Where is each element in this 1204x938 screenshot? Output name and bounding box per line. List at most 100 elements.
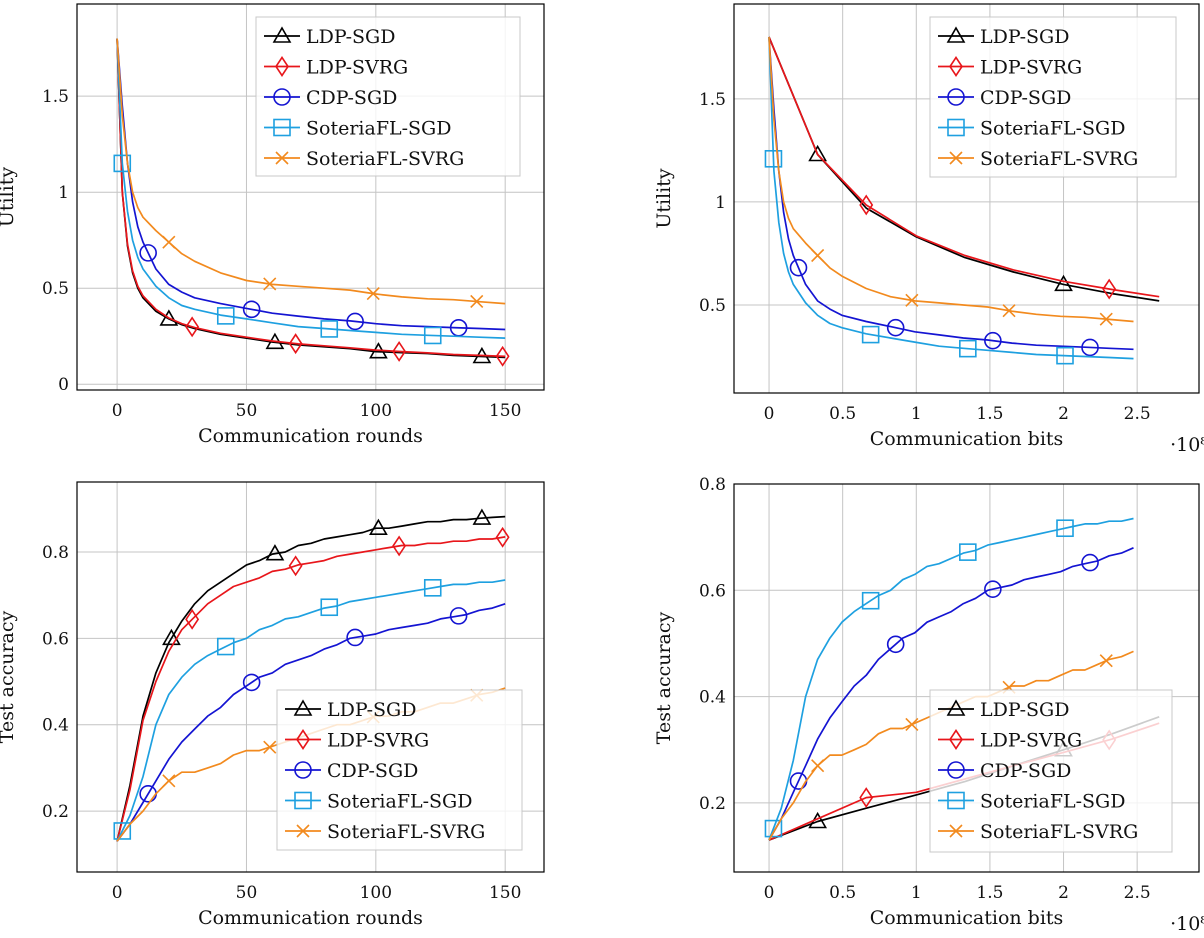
- y-tick-label: 0.5: [42, 279, 69, 299]
- x-tick-label: 100: [360, 883, 392, 903]
- axes-frame: [733, 3, 1200, 394]
- series-line-ldp-svrg: [768, 36, 1160, 298]
- legend-label: SoteriaFL-SVRG: [327, 821, 485, 843]
- series-line-cdp-sgd: [116, 602, 506, 842]
- legend-label: SoteriaFL-SGD: [980, 791, 1125, 813]
- legend-marker-square: [273, 118, 291, 137]
- y-axis-label: Utility: [0, 167, 18, 228]
- legend-marker-diamond: [949, 729, 963, 750]
- legend-marker-circle: [947, 88, 965, 106]
- y-tick-label: 0.8: [42, 543, 69, 563]
- x-scale-label: ·10⁸: [1170, 434, 1204, 456]
- legend-label: CDP-SGD: [306, 87, 397, 109]
- data-marker-circle: [984, 331, 1002, 350]
- legend-label: LDP-SVRG: [327, 730, 429, 752]
- legend-entry: SoteriaFL-SVRG: [264, 148, 464, 170]
- legend-entry: LDP-SVRG: [264, 56, 408, 79]
- series-line-soteriafl-svrg: [116, 38, 506, 305]
- x-tick-label: 0.5: [829, 883, 856, 903]
- data-marker-square: [1056, 346, 1074, 365]
- legend-label: LDP-SVRG: [980, 730, 1082, 752]
- data-marker-cross: [263, 277, 277, 291]
- legend-label: LDP-SGD: [980, 699, 1069, 721]
- data-marker-diamond: [392, 535, 407, 557]
- legend-entry: CDP-SGD: [285, 760, 418, 782]
- legend-entry: CDP-SGD: [264, 87, 397, 109]
- data-marker-cross: [366, 287, 380, 301]
- legend-label: LDP-SGD: [980, 26, 1069, 48]
- data-marker-cross: [905, 717, 919, 732]
- legend-label: CDP-SGD: [327, 760, 418, 782]
- data-marker-diamond: [495, 345, 510, 367]
- legend-entry: LDP-SVRG: [938, 729, 1082, 752]
- data-marker-circle: [346, 628, 364, 647]
- y-tick-label: 1: [58, 183, 69, 203]
- x-tick-label: 0: [112, 401, 123, 421]
- legend-label: CDP-SGD: [980, 87, 1071, 109]
- data-marker-square: [861, 591, 880, 610]
- series-line-ldp-svrg: [116, 38, 506, 358]
- legend: LDP-SGD LDP-SVRG CDP-SGD SoteriaFL-SGD Soter…: [929, 689, 1173, 853]
- data-marker-cross: [1002, 304, 1016, 318]
- data-marker-square: [861, 325, 880, 344]
- legend-marker-triangle: [272, 26, 292, 43]
- data-marker-triangle: [159, 309, 179, 326]
- x-tick-label: 150: [489, 883, 521, 903]
- legend-label: LDP-SVRG: [980, 57, 1082, 79]
- data-marker-cross: [905, 293, 919, 307]
- x-tick-label: 2.5: [1124, 404, 1151, 424]
- x-axis-label: Communication rounds: [198, 907, 423, 929]
- data-marker-diamond: [288, 555, 303, 577]
- x-tick-label: 0: [764, 404, 775, 424]
- data-marker-square: [113, 822, 132, 840]
- series-line-ldp-sgd: [116, 515, 506, 842]
- legend-marker-square: [947, 791, 965, 810]
- legend-marker-square: [294, 791, 312, 810]
- legend-marker-circle: [294, 761, 312, 779]
- x-tick-label: 150: [489, 401, 521, 421]
- data-marker-square: [959, 339, 977, 358]
- y-tick-label: 0: [58, 375, 69, 395]
- data-marker-cross: [162, 235, 176, 249]
- axes-frame: [76, 481, 545, 873]
- chart-3: 0 50 100 150 0.2 0.4 0.6 0.8 Communication round…: [0, 481, 545, 929]
- data-marker-square: [320, 598, 339, 617]
- data-marker-diamond: [288, 333, 303, 355]
- data-marker-circle: [886, 635, 905, 654]
- legend-marker-square: [947, 118, 965, 137]
- legend-entry: CDP-SGD: [938, 87, 1071, 109]
- legend-entry: SoteriaFL-SGD: [938, 791, 1125, 813]
- data-marker-circle: [1081, 553, 1099, 572]
- legend-label: CDP-SGD: [980, 760, 1071, 782]
- data-marker-square: [1056, 519, 1074, 538]
- x-tick-label: 2.5: [1124, 883, 1151, 903]
- legend-label: SoteriaFL-SVRG: [306, 148, 464, 170]
- legend-label: SoteriaFL-SGD: [327, 791, 472, 813]
- x-tick-label: 50: [236, 883, 258, 903]
- series-line-cdp-sgd: [768, 36, 1134, 351]
- series-line-ldp-svrg: [116, 536, 506, 842]
- legend-entry: SoteriaFL-SVRG: [938, 821, 1138, 843]
- y-tick-label: 0.8: [699, 475, 726, 495]
- legend-entry: CDP-SGD: [938, 760, 1071, 782]
- data-marker-triangle: [808, 144, 828, 162]
- data-marker-circle: [139, 244, 157, 262]
- data-marker-circle: [346, 312, 364, 331]
- series-line-cdp-sgd: [116, 38, 506, 331]
- data-marker-cross: [1099, 312, 1113, 326]
- data-marker-square: [423, 326, 442, 345]
- x-tick-label: 100: [360, 401, 392, 421]
- data-marker-square: [216, 637, 235, 656]
- data-marker-square: [216, 307, 235, 325]
- series-line-soteriafl-svrg: [768, 36, 1134, 323]
- y-tick-label: 0.6: [699, 581, 726, 601]
- series-group: [113, 508, 510, 842]
- data-marker-square: [113, 154, 132, 173]
- legend-entry: LDP-SGD: [938, 699, 1069, 721]
- y-axis-label: Test accuracy: [653, 611, 675, 744]
- chart-1: 0 50 100 150 0 0.5 1 1.5 Communication rounds Uti…: [0, 3, 545, 447]
- x-tick-label: 1.5: [976, 883, 1003, 903]
- x-axis-label: Communication bits: [870, 428, 1064, 450]
- legend-marker-triangle: [293, 699, 313, 716]
